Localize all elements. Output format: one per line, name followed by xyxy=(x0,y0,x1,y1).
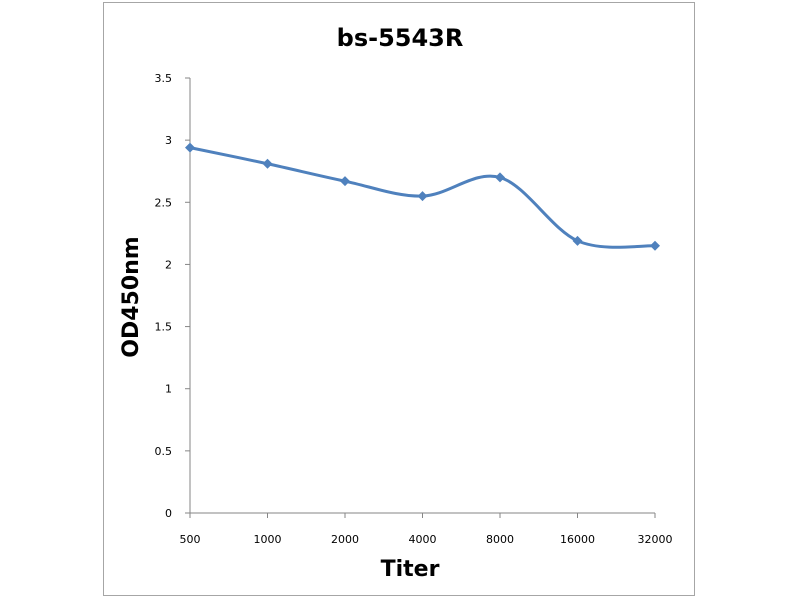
y-axis-title: OD450nm xyxy=(119,236,144,357)
data-point-marker xyxy=(495,172,505,183)
y-tick-label: 2.5 xyxy=(155,196,173,209)
data-point-marker xyxy=(572,235,583,246)
x-ticks: 500 1000 2000 4000 8000 16000 32000 xyxy=(180,513,673,546)
y-tick-label: 2 xyxy=(165,258,172,271)
y-tick-label: 1.5 xyxy=(155,321,173,334)
y-tick-label: 0.5 xyxy=(155,445,173,458)
x-tick-label: 4000 xyxy=(409,533,437,546)
data-point-marker xyxy=(340,176,350,187)
x-tick-label: 32000 xyxy=(638,533,673,546)
data-markers xyxy=(185,142,660,251)
y-tick-label: 1 xyxy=(165,383,172,396)
y-tick-label: 3 xyxy=(165,134,172,147)
x-axis-title: Titer xyxy=(381,557,440,582)
chart-frame xyxy=(103,2,695,596)
x-tick-label: 16000 xyxy=(560,533,595,546)
data-point-marker xyxy=(650,240,660,251)
data-point-marker xyxy=(185,142,195,153)
y-ticks: 0 0.5 1 1.5 2 2.5 3 3.5 xyxy=(155,72,190,520)
data-point-marker xyxy=(262,158,273,169)
y-tick-label: 0 xyxy=(165,507,172,520)
x-tick-label: 500 xyxy=(180,533,201,546)
y-tick-label: 3.5 xyxy=(155,72,173,85)
data-point-marker xyxy=(417,191,428,202)
chart-title: bs-5543R xyxy=(337,24,464,52)
x-tick-label: 2000 xyxy=(331,533,359,546)
x-tick-label: 1000 xyxy=(254,533,282,546)
x-tick-label: 8000 xyxy=(486,533,514,546)
